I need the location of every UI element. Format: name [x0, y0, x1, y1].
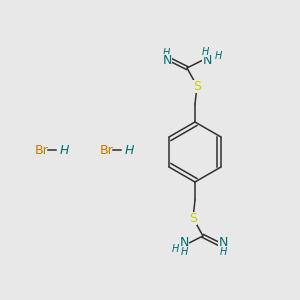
Text: H: H	[162, 48, 170, 58]
Text: H: H	[180, 247, 188, 257]
Text: Br: Br	[100, 143, 114, 157]
Text: N: N	[218, 236, 228, 250]
Text: H: H	[201, 47, 209, 57]
Text: N: N	[162, 53, 172, 67]
Text: H: H	[60, 143, 69, 157]
Text: N: N	[202, 53, 212, 67]
Text: H: H	[219, 247, 227, 257]
Text: H: H	[125, 143, 134, 157]
Text: H: H	[171, 244, 179, 254]
Text: S: S	[189, 212, 197, 224]
Text: S: S	[193, 80, 201, 92]
Text: H: H	[214, 51, 222, 61]
Text: N: N	[179, 236, 189, 250]
Text: Br: Br	[35, 143, 49, 157]
